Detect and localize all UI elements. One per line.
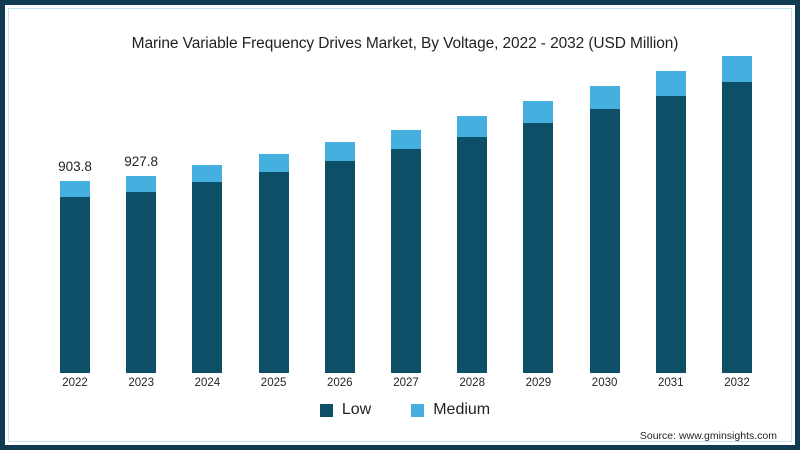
bar-segment-medium[interactable] (457, 115, 488, 137)
x-axis-tick-label: 2025 (260, 377, 287, 389)
legend-label-low: Low (341, 401, 372, 418)
legend-swatch-medium (411, 403, 425, 417)
source-attribution: Source: www.gminsights.com (639, 430, 777, 442)
x-axis-tick-label: 2023 (128, 377, 154, 389)
x-axis-tick-label: 2031 (658, 377, 684, 389)
x-axis-tick-label: 2028 (459, 377, 485, 389)
bar-column[interactable] (655, 71, 686, 373)
bar-column[interactable] (523, 101, 554, 373)
x-axis-tick-label: 2029 (525, 377, 552, 389)
x-axis-tick-label: 2027 (393, 377, 419, 389)
bar-segment-low[interactable] (391, 149, 421, 373)
legend-item-medium[interactable]: Medium (411, 401, 490, 419)
chart-title: Marine Variable Frequency Drives Market,… (131, 35, 679, 52)
bar-segment-medium[interactable] (391, 129, 421, 150)
legend-label-medium: Medium (433, 401, 491, 418)
bar-segment-low[interactable] (126, 191, 157, 373)
bar-segment-low[interactable] (589, 109, 620, 373)
x-axis-tick-label: 2026 (327, 377, 353, 389)
bar-column[interactable] (324, 141, 355, 373)
bar-segment-medium[interactable] (60, 181, 90, 197)
bar-segment-medium[interactable] (324, 141, 355, 161)
plot-area: 903.8 927.8 (39, 56, 779, 373)
legend-item-low[interactable]: Low (319, 401, 372, 419)
bar-value-label: 903.8 (58, 159, 92, 175)
bar-segment-medium[interactable] (722, 56, 752, 82)
chart-legend: Low Medium (5, 401, 795, 419)
bar-column[interactable] (722, 56, 752, 373)
bar-segment-low[interactable] (523, 123, 554, 373)
bar-column[interactable] (391, 129, 421, 373)
bar-segment-low[interactable] (324, 160, 355, 373)
x-axis-tick-label: 2030 (591, 377, 618, 389)
bar-segment-medium[interactable] (589, 86, 620, 110)
bar-segment-medium[interactable] (655, 71, 686, 96)
bar-column[interactable] (589, 86, 620, 373)
bar-segment-medium[interactable] (523, 101, 554, 124)
bar-segment-low[interactable] (60, 196, 90, 373)
legend-swatch-low (319, 403, 333, 417)
bar-segment-medium[interactable] (258, 154, 289, 172)
bar-segment-low[interactable] (655, 95, 686, 373)
bar-segment-medium[interactable] (192, 165, 223, 182)
bar-segment-low[interactable] (258, 171, 289, 373)
bar-column[interactable] (126, 175, 157, 373)
bar-column[interactable] (457, 115, 488, 373)
x-axis-tick-label: 2032 (724, 377, 750, 389)
bar-column[interactable] (60, 181, 90, 373)
bar-column[interactable] (192, 165, 223, 373)
bar-segment-medium[interactable] (126, 175, 157, 192)
x-axis-tick-label: 2024 (194, 377, 221, 389)
bar-segment-low[interactable] (457, 136, 488, 373)
bar-segment-low[interactable] (192, 181, 223, 373)
bar-column[interactable] (258, 154, 289, 373)
bar-value-label: 927.8 (124, 153, 159, 169)
bar-segment-low[interactable] (722, 81, 752, 373)
x-axis-tick-label: 2022 (62, 377, 88, 389)
